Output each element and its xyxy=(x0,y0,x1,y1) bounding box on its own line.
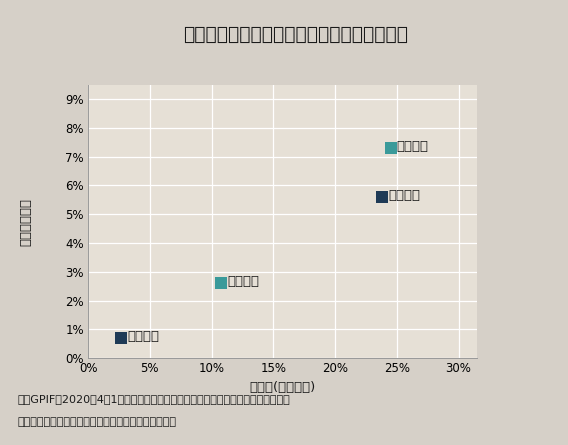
Text: 国内債券: 国内債券 xyxy=(128,330,160,343)
Text: 各資産のリスク（標準偏差）と期待リターン: 各資産のリスク（標準偏差）と期待リターン xyxy=(183,24,408,44)
Point xyxy=(386,144,395,151)
Text: 外国債券: 外国債券 xyxy=(228,275,260,288)
Text: 注）GPIFが2020年4月1日より適用した基本ポートフォリオを策定した際の数値。: 注）GPIFが2020年4月1日より適用した基本ポートフォリオを策定した際の数値… xyxy=(17,394,290,404)
Point xyxy=(378,193,387,200)
Text: 外国株式: 外国株式 xyxy=(397,140,429,153)
Text: 国内株式: 国内株式 xyxy=(388,189,420,202)
X-axis label: リスク(標準偏差): リスク(標準偏差) xyxy=(249,381,316,394)
Text: 期待リターン: 期待リターン xyxy=(19,198,32,247)
Point xyxy=(117,335,126,342)
Text: 期待リターンは名目賃金上昇率を加えた名目値。: 期待リターンは名目賃金上昇率を加えた名目値。 xyxy=(17,417,176,427)
Point xyxy=(217,280,226,287)
